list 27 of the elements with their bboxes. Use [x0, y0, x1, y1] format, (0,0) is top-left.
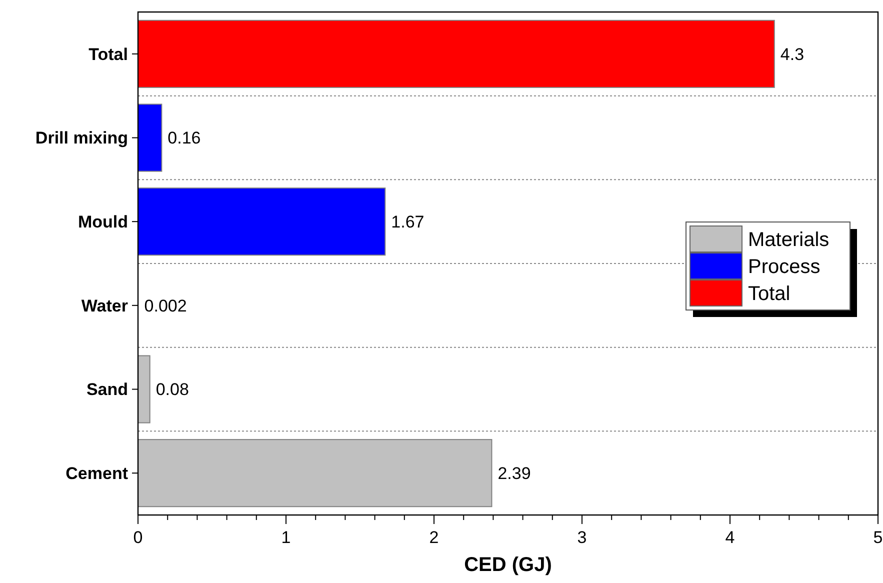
y-tick-label: Sand: [86, 380, 128, 400]
x-tick-label: 3: [577, 528, 587, 547]
x-tick-label: 5: [873, 528, 883, 547]
legend-label: Total: [748, 283, 790, 305]
data-label: 0.16: [168, 128, 201, 148]
x-axis-title: CED (GJ): [464, 554, 552, 576]
x-tick-label: 4: [725, 528, 735, 547]
bar: [138, 188, 386, 256]
legend-label: Materials: [748, 229, 830, 251]
y-tick-label: Cement: [66, 464, 128, 484]
x-tick-label: 0: [133, 528, 143, 547]
data-label: 4.3: [780, 44, 804, 64]
bar: [138, 104, 162, 172]
data-label: 1.67: [391, 212, 424, 232]
data-label: 2.39: [498, 464, 531, 484]
legend-label: Process: [748, 256, 820, 278]
data-label: 0.08: [156, 380, 189, 400]
bar: [138, 355, 150, 424]
bar: [138, 439, 492, 508]
x-tick-label: 2: [429, 528, 439, 547]
bar: [138, 20, 775, 88]
y-tick-label: Mould: [78, 212, 128, 232]
y-tick-label: Drill mixing: [35, 128, 128, 148]
y-tick-label: Water: [81, 296, 128, 316]
x-tick-label: 1: [281, 528, 291, 547]
y-tick-label: Total: [88, 44, 128, 64]
data-label: 0.002: [144, 296, 187, 316]
